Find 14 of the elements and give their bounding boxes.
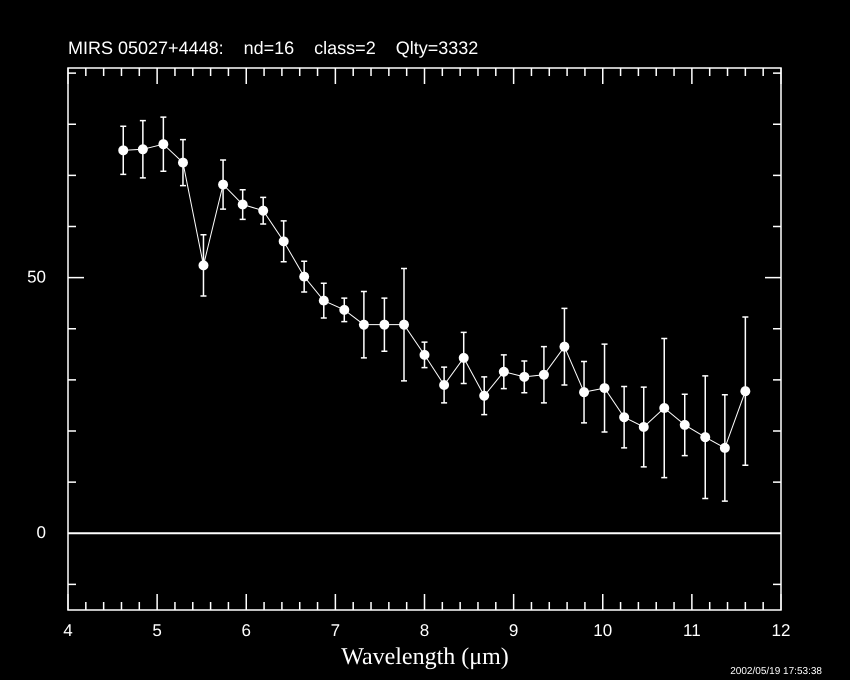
x-tick-label: 8 (420, 620, 430, 640)
x-tick-label: 11 (683, 620, 701, 640)
y-tick-label: 50 (27, 267, 46, 286)
x-tick-label: 6 (242, 620, 251, 640)
x-tick-label: 12 (772, 620, 790, 640)
y-tick-label: 0 (36, 522, 46, 542)
x-tick-label: 9 (508, 620, 518, 640)
x-tick-label: 7 (330, 620, 340, 640)
x-tick-label: 5 (152, 620, 162, 640)
x-tick-label: 4 (63, 620, 73, 640)
x-axis-title: Wavelength (μm) (341, 644, 509, 670)
x-tick-label: 10 (593, 620, 612, 640)
chart-title: MIRS 05027+4448: nd=16 class=2 Qlty=3332 (68, 38, 478, 59)
text: 2002/05/19 17:53:38 (730, 666, 822, 677)
